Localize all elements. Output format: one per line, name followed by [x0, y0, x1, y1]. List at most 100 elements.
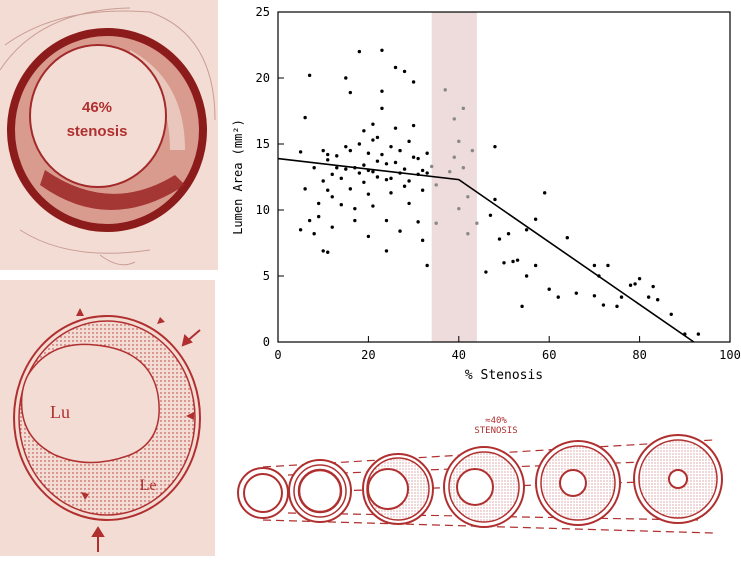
schematic-panel: Lu Le [0, 280, 215, 556]
data-point [380, 48, 384, 52]
data-point [330, 225, 334, 229]
chart-svg: 0 20 40 60 80 100 0 5 10 15 20 25 % Stenosis Lumen … [231, 5, 741, 383]
data-point [316, 214, 321, 219]
data-point [330, 172, 334, 177]
lumen-label: Lu [50, 402, 70, 422]
data-point [655, 298, 660, 302]
data-point [335, 166, 339, 170]
data-point [533, 217, 538, 221]
data-point [425, 151, 429, 155]
data-point [434, 183, 438, 187]
data-point [402, 69, 407, 74]
stenosis-annotation-word: STENOSIS [474, 426, 517, 436]
data-point [420, 188, 425, 192]
y-tick-label: 20 [256, 71, 270, 85]
data-point [326, 188, 330, 192]
data-point [393, 160, 398, 165]
vessel-section [288, 459, 352, 523]
data-point [335, 154, 339, 158]
data-point [371, 170, 375, 174]
data-point [353, 218, 357, 223]
data-point [330, 195, 334, 199]
data-point [466, 195, 470, 199]
data-point [633, 282, 637, 286]
data-point [565, 236, 569, 240]
vessel-section [443, 446, 525, 528]
data-point [384, 249, 389, 253]
data-point [601, 303, 606, 307]
data-point [533, 263, 538, 268]
data-point [307, 73, 312, 78]
data-point [628, 283, 633, 287]
vessel-section [535, 440, 621, 526]
data-point [362, 180, 366, 184]
data-point [344, 167, 348, 171]
data-point [366, 192, 371, 196]
data-point [375, 175, 380, 179]
data-point [371, 122, 375, 126]
data-point [493, 197, 497, 202]
lesion-label: Le [140, 477, 157, 494]
data-point [452, 117, 456, 121]
data-point [366, 151, 371, 155]
y-axis-label: Lumen Area (mm²) [231, 119, 245, 235]
data-point [646, 295, 651, 299]
data-point [484, 270, 488, 274]
data-point [344, 144, 348, 149]
x-tick-label: 40 [452, 348, 466, 362]
data-point [316, 201, 321, 206]
x-tick-label: 100 [719, 348, 741, 362]
data-point [384, 218, 389, 223]
data-point [547, 287, 551, 291]
histology-image: 46% stenosis [0, 7, 216, 266]
data-point [326, 152, 330, 157]
vessel-series-panel: ≈40% STENOSIS [228, 405, 741, 556]
data-point [298, 150, 303, 154]
data-point [416, 156, 420, 161]
data-point [312, 232, 316, 236]
data-point [326, 250, 330, 254]
y-tick-label: 0 [263, 335, 270, 349]
data-point [321, 179, 325, 183]
data-point [592, 263, 597, 268]
data-point [393, 126, 398, 130]
data-point [425, 263, 429, 268]
data-point [375, 135, 380, 140]
vessel-series-diagram: ≈40% STENOSIS [237, 416, 723, 534]
data-point [524, 274, 529, 278]
data-point [407, 179, 411, 183]
data-point [339, 203, 343, 207]
data-point [475, 221, 479, 225]
data-point [353, 206, 357, 211]
data-point [461, 106, 466, 111]
data-point [375, 159, 380, 163]
data-point [326, 158, 330, 162]
x-tick-label: 20 [361, 348, 375, 362]
data-point [362, 129, 366, 133]
data-point [398, 229, 402, 233]
histology-panel: 46% stenosis [0, 0, 218, 270]
data-point [592, 294, 597, 298]
data-point [520, 304, 524, 309]
fit-line [277, 157, 695, 343]
data-point [669, 312, 673, 316]
data-point [502, 261, 506, 265]
data-point [312, 166, 316, 170]
data-point [357, 49, 362, 54]
x-tick-label: 0 [274, 348, 281, 362]
data-point [416, 220, 420, 224]
y-tick-label: 5 [263, 269, 270, 283]
data-point [466, 232, 470, 236]
y-tick-label: 10 [256, 203, 270, 217]
data-point [303, 187, 307, 191]
data-point [488, 213, 493, 217]
data-point [443, 88, 447, 92]
data-point [303, 115, 307, 120]
data-point [348, 90, 353, 95]
data-point [619, 295, 624, 299]
data-point [511, 259, 515, 264]
stenosis-percent-label: 46% [82, 99, 112, 116]
data-point [380, 106, 384, 111]
data-point [362, 163, 366, 167]
data-point [366, 234, 371, 239]
